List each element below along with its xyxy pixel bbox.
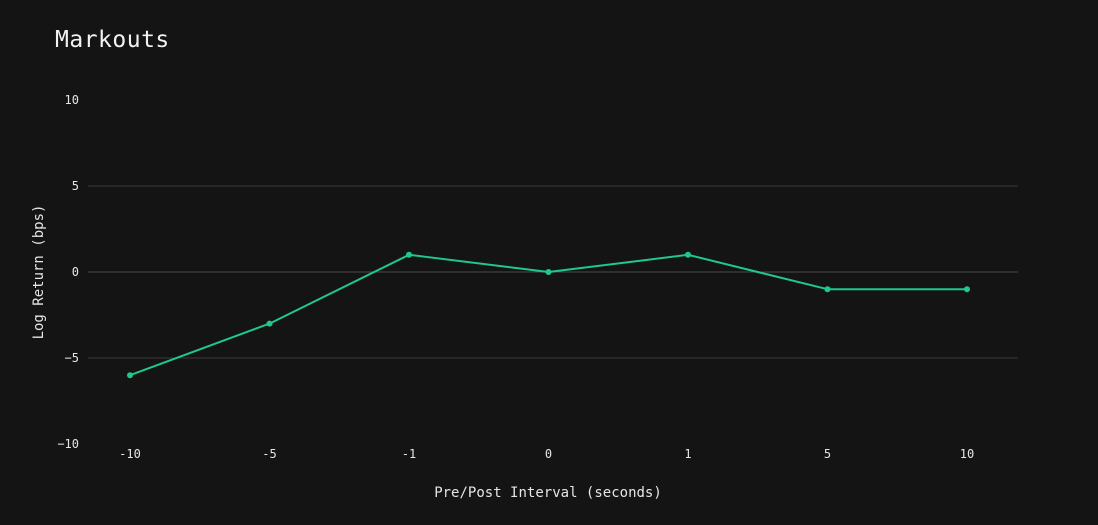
data-point[interactable] <box>545 269 552 275</box>
data-point[interactable] <box>685 251 691 258</box>
series-layer <box>127 251 970 379</box>
chart-title: Markouts <box>55 27 170 53</box>
data-point[interactable] <box>824 286 831 293</box>
x-tick-label: 1 <box>684 447 691 461</box>
x-tick-label: 5 <box>824 447 831 461</box>
x-tick-label: -1 <box>402 447 416 461</box>
x-tick-label: 0 <box>545 447 552 461</box>
x-axis-label: Pre/Post Interval (seconds) <box>434 485 662 501</box>
data-point[interactable] <box>266 320 273 327</box>
y-axis-ticks: 10 5 0 −5 −10 <box>57 93 79 451</box>
x-axis-ticks: -10 -5 -1 0 1 5 10 <box>119 447 974 461</box>
x-tick-label: 10 <box>960 447 974 461</box>
data-point[interactable] <box>964 286 970 293</box>
data-point[interactable] <box>127 372 133 379</box>
y-tick-label: 10 <box>65 93 79 107</box>
y-tick-label: 5 <box>72 179 79 193</box>
y-tick-label: 0 <box>72 265 79 279</box>
x-tick-label: -5 <box>262 447 276 461</box>
y-tick-label: −10 <box>57 437 79 451</box>
y-axis-label: Log Return (bps) <box>31 205 47 340</box>
y-tick-label: −5 <box>65 351 79 365</box>
x-tick-label: -10 <box>119 447 141 461</box>
data-point[interactable] <box>406 251 412 258</box>
